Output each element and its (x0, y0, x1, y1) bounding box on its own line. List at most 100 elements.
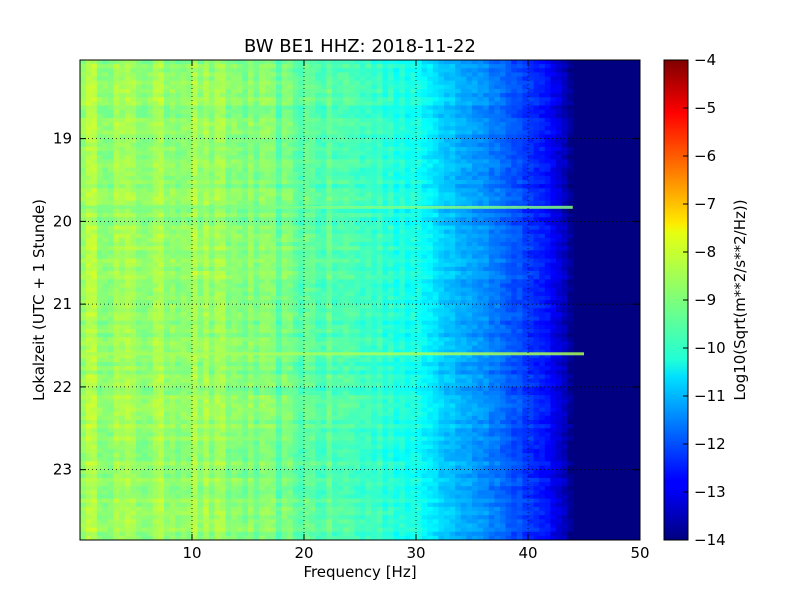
heatmap-cell (365, 196, 372, 202)
heatmap-cell (634, 237, 640, 243)
heatmap-cell (511, 208, 518, 214)
heatmap-cell (169, 84, 176, 90)
heatmap-cell (141, 130, 148, 136)
heatmap-cell (264, 229, 271, 235)
heatmap-cell (304, 192, 311, 198)
heatmap-cell (281, 192, 288, 198)
heatmap-cell (136, 126, 143, 131)
heatmap-cell (438, 163, 445, 169)
heatmap-cell (438, 68, 445, 74)
heatmap-cell (404, 225, 411, 231)
heatmap-cell (169, 233, 176, 239)
heatmap-cell (623, 93, 630, 98)
heatmap-cell (589, 163, 596, 169)
heatmap-cell (197, 117, 204, 123)
heatmap-cell (365, 138, 372, 144)
heatmap-cell (371, 146, 378, 152)
heatmap-cell (533, 72, 540, 78)
heatmap-cell (203, 72, 210, 78)
heatmap-cell (119, 258, 126, 264)
heatmap-cell (567, 184, 574, 189)
heatmap-cell (578, 175, 585, 181)
heatmap-cell (388, 84, 395, 90)
heatmap-cell (186, 151, 193, 156)
heatmap-cell (388, 233, 395, 239)
heatmap-cell (399, 72, 406, 78)
heatmap-cell (180, 175, 187, 181)
heatmap-cell (427, 225, 434, 231)
heatmap-cell (556, 175, 563, 181)
heatmap-cell (376, 171, 383, 177)
heatmap-cell (371, 122, 378, 127)
heatmap-cell (354, 254, 361, 260)
heatmap-cell (231, 254, 238, 260)
heatmap-cell (623, 68, 630, 74)
heatmap-cell (96, 254, 103, 260)
heatmap-cell (623, 97, 630, 102)
heatmap-cell (332, 167, 339, 173)
heatmap-cell (550, 126, 557, 131)
heatmap-cell (623, 151, 630, 156)
heatmap-cell (124, 113, 131, 119)
heatmap-cell (388, 208, 395, 214)
heatmap-cell (399, 80, 406, 86)
heatmap-cell (332, 250, 339, 256)
heatmap-cell (477, 68, 484, 74)
heatmap-cell (494, 138, 501, 144)
heatmap-cell (589, 204, 596, 210)
heatmap-cell (488, 159, 495, 165)
heatmap-cell (376, 213, 383, 218)
heatmap-cell (326, 163, 333, 169)
heatmap-cell (539, 184, 546, 189)
heatmap-cell (533, 229, 540, 235)
heatmap-cell (427, 68, 434, 74)
heatmap-cell (388, 142, 395, 148)
heatmap-cell (337, 167, 344, 173)
heatmap-cell (505, 130, 512, 136)
heatmap-cell (102, 122, 109, 127)
heatmap-cell (197, 242, 204, 247)
heatmap-cell (164, 242, 171, 247)
heatmap-cell (578, 122, 585, 127)
heatmap-cell (589, 97, 596, 102)
heatmap-cell (382, 242, 389, 247)
heatmap-cell (511, 262, 518, 268)
heatmap-cell (550, 180, 557, 185)
heatmap-cell (80, 88, 87, 94)
heatmap-cell (287, 76, 294, 82)
heatmap-cell (432, 159, 439, 165)
heatmap-cell (371, 130, 378, 136)
heatmap-cell (516, 225, 523, 231)
heatmap-cell (85, 233, 92, 239)
heatmap-cell (186, 130, 193, 136)
heatmap-cell (634, 72, 640, 78)
heatmap-cell (169, 180, 176, 185)
heatmap-cell (438, 130, 445, 136)
heatmap-cell (410, 180, 417, 185)
heatmap-cell (147, 163, 154, 169)
heatmap-cell (410, 109, 417, 115)
heatmap-cell (175, 130, 182, 136)
heatmap-cell (320, 167, 327, 173)
heatmap-cell (410, 237, 417, 243)
heatmap-cell (164, 250, 171, 256)
heatmap-cell (455, 88, 462, 94)
heatmap-cell (522, 237, 529, 243)
heatmap-cell (320, 138, 327, 144)
heatmap-cell (136, 221, 143, 227)
heatmap-cell (164, 109, 171, 115)
heatmap-cell (276, 229, 283, 235)
heatmap-cell (544, 171, 551, 177)
heatmap-cell (466, 88, 473, 94)
heatmap-cell (600, 105, 607, 111)
heatmap-cell (85, 196, 92, 202)
heatmap-cell (623, 258, 630, 264)
heatmap-cell (141, 142, 148, 148)
heatmap-cell (236, 126, 243, 131)
heatmap-cell (427, 262, 434, 268)
heatmap-cell (584, 159, 591, 165)
heatmap-cell (455, 237, 462, 243)
heatmap-cell (628, 250, 635, 256)
heatmap-cell (606, 60, 613, 65)
heatmap-cell (96, 167, 103, 173)
